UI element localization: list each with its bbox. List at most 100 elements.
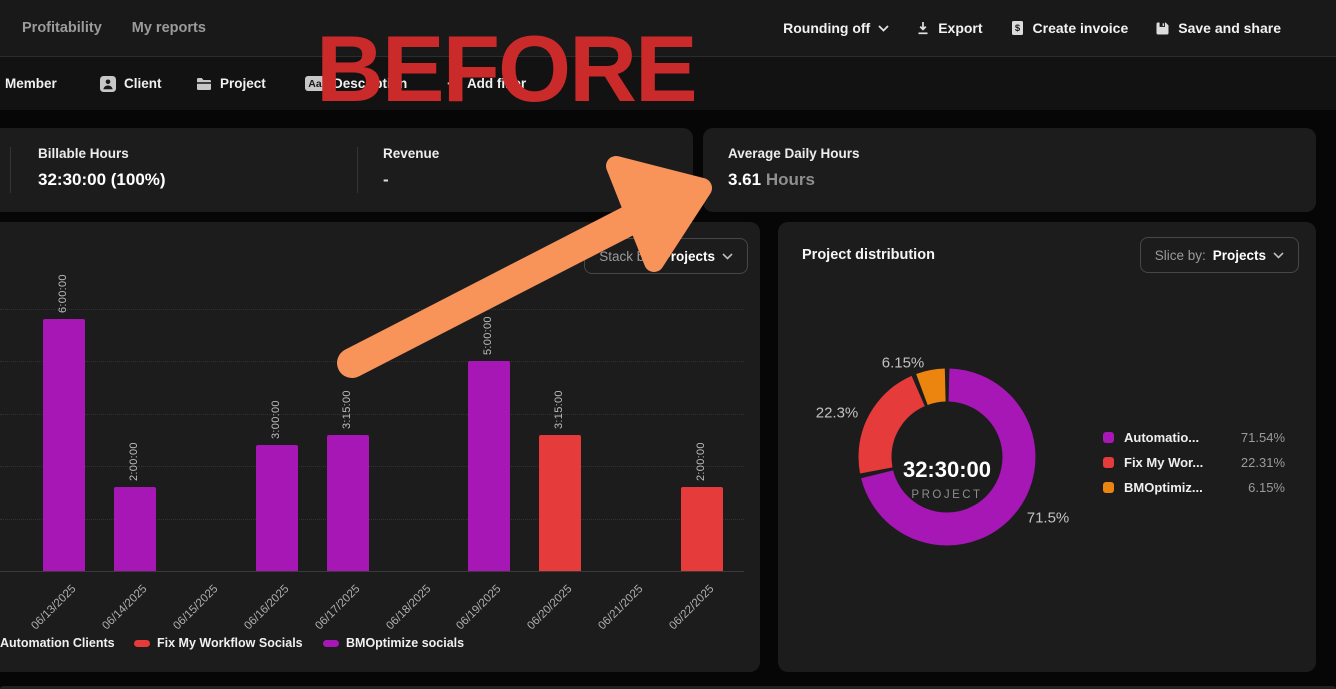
- bar-06/19/2025[interactable]: [468, 361, 511, 571]
- gridline: [0, 361, 744, 362]
- slice-by-value: Projects: [1212, 247, 1266, 263]
- donut-chart: [858, 368, 1036, 546]
- x-axis-label: 06/22/2025: [667, 583, 717, 633]
- next-panel-edge: [0, 686, 1336, 689]
- revenue-metric: Revenue -: [383, 146, 439, 190]
- callout-red-pct: 22.3%: [815, 404, 859, 422]
- filter-client-label: Client: [124, 76, 162, 91]
- bar-06/17/2025[interactable]: [326, 434, 369, 571]
- bar-chart-panel: Stack by: Projects 06/13/2025 6:00:00 06/1…: [0, 222, 760, 672]
- x-axis-line: [0, 571, 744, 572]
- create-invoice-label: Create invoice: [1032, 20, 1129, 36]
- user-icon: [100, 75, 116, 92]
- billable-hours-metric: Billable Hours 32:30:00 (100%): [38, 146, 166, 190]
- save-and-share-button[interactable]: Save and share: [1155, 20, 1281, 36]
- legend-label: Fix My Workflow Socials: [157, 636, 303, 650]
- bar-value-label: 3:00:00: [269, 400, 282, 439]
- bar-06/22/2025[interactable]: [681, 487, 724, 571]
- gridline: [0, 413, 744, 415]
- revenue-label: Revenue: [383, 146, 440, 161]
- callout-purple-pct: 71.5%: [1026, 509, 1070, 527]
- tab-profitability[interactable]: Profitability: [22, 20, 102, 36]
- avg-daily-hours-label: Average Daily Hours: [728, 146, 860, 161]
- text-format-icon: Aa: [305, 76, 325, 91]
- chevron-down-icon: [1273, 251, 1284, 259]
- header-actions: Rounding off Export $ Create invoice Sav…: [783, 19, 1316, 37]
- bar-value-label: 3:15:00: [340, 389, 353, 429]
- header-more-options-button[interactable]: [1308, 19, 1316, 37]
- bar-legend-item-bmoptimize[interactable]: BMOptimize socials: [323, 636, 464, 650]
- legend-swatch: [323, 639, 339, 647]
- avg-daily-hours-unit: Hours: [765, 170, 815, 189]
- donut-slice-Fix My Wor...[interactable]: [858, 368, 1036, 546]
- donut-slice-Automatio...[interactable]: [858, 368, 1036, 546]
- bar-value-label: 5:00:00: [482, 316, 495, 355]
- gridline: [0, 518, 744, 520]
- header-tabs: Profitability My reports: [22, 20, 206, 36]
- bar-06/20/2025[interactable]: [539, 434, 582, 571]
- x-axis-label: 06/20/2025: [525, 583, 575, 633]
- export-label: Export: [938, 20, 983, 36]
- bar-06/16/2025[interactable]: [255, 445, 298, 571]
- invoice-icon: $: [1011, 21, 1023, 35]
- filter-description[interactable]: Aa Description: [305, 57, 407, 110]
- chevron-down-icon: [878, 24, 889, 32]
- card-more-options-button[interactable]: [1282, 160, 1290, 178]
- legend-pct: 22.31%: [1240, 455, 1285, 470]
- revenue-value: -: [383, 170, 389, 189]
- rounding-label: Rounding off: [783, 20, 871, 36]
- legend-swatch: [134, 639, 150, 647]
- bar-value-label: 2:00:00: [127, 442, 140, 481]
- plus-icon: +: [447, 73, 457, 93]
- chevron-down-icon: [722, 252, 733, 260]
- save-icon: [1156, 22, 1169, 34]
- bar-legend-item-automation-clients[interactable]: Automation Clients: [0, 636, 115, 650]
- bar-06/13/2025[interactable]: [43, 319, 85, 571]
- donut-legend-row-automation[interactable]: Automatio... 71.54%: [1103, 425, 1285, 450]
- billable-hours-label: Billable Hours: [38, 146, 129, 161]
- filter-member[interactable]: Member: [5, 57, 57, 110]
- avg-daily-hours-value: 3.61: [728, 170, 762, 189]
- rounding-dropdown[interactable]: Rounding off: [783, 20, 889, 36]
- filter-client[interactable]: Client: [100, 57, 162, 110]
- bar-06/14/2025[interactable]: [113, 487, 156, 571]
- slice-by-prefix: Slice by:: [1154, 247, 1206, 263]
- gridline: [0, 308, 744, 310]
- project-distribution-panel: Project distribution Slice by: Projects …: [778, 222, 1316, 672]
- x-axis-label: 06/21/2025: [596, 583, 646, 633]
- legend-swatch: [1103, 482, 1114, 493]
- legend-swatch: [1103, 457, 1114, 468]
- card-divider: [357, 147, 358, 193]
- legend-pct: 6.15%: [1248, 480, 1285, 495]
- legend-name: Fix My Wor...: [1124, 455, 1204, 470]
- donut-legend-row-fix-my-workflow[interactable]: Fix My Wor... 22.31%: [1103, 450, 1285, 475]
- billable-hours-value: 32:30:00 (100%): [38, 170, 166, 189]
- create-invoice-button[interactable]: $ Create invoice: [1010, 20, 1129, 36]
- bar-value-label: 2:00:00: [695, 442, 708, 481]
- filter-description-label: Description: [333, 76, 408, 91]
- legend-name: Automatio...: [1124, 430, 1200, 445]
- export-button[interactable]: Export: [916, 20, 983, 36]
- download-icon: [918, 22, 928, 35]
- legend-label: BMOptimize socials: [346, 636, 465, 650]
- donut-legend: Automatio... 71.54% Fix My Wor... 22.31%…: [1103, 425, 1285, 500]
- filter-member-label: Member: [5, 76, 57, 91]
- tab-my-reports[interactable]: My reports: [131, 20, 206, 36]
- legend-swatch: [1103, 432, 1114, 443]
- panel-title: Project distribution: [802, 247, 935, 263]
- add-filter-label: Add filter: [466, 76, 527, 91]
- filter-project-label: Project: [220, 76, 266, 91]
- slice-by-dropdown[interactable]: Slice by: Projects: [1139, 237, 1299, 273]
- filter-project[interactable]: Project: [196, 57, 266, 110]
- bar-legend-item-fix-my-workflow[interactable]: Fix My Workflow Socials: [134, 636, 303, 650]
- legend-pct: 71.54%: [1240, 430, 1285, 445]
- filter-bar: Member Client Project Aa Description + A…: [0, 57, 1336, 110]
- add-filter-button[interactable]: + Add filter: [447, 57, 526, 110]
- avg-daily-hours-metric: Average Daily Hours 3.61 Hours: [728, 146, 860, 190]
- donut-legend-row-bmoptimize[interactable]: BMOptimiz... 6.15%: [1103, 475, 1285, 500]
- bar-value-label: 3:15:00: [553, 389, 566, 429]
- folder-icon: [197, 77, 211, 90]
- save-and-share-label: Save and share: [1178, 20, 1281, 36]
- legend-label: Automation Clients: [0, 636, 115, 650]
